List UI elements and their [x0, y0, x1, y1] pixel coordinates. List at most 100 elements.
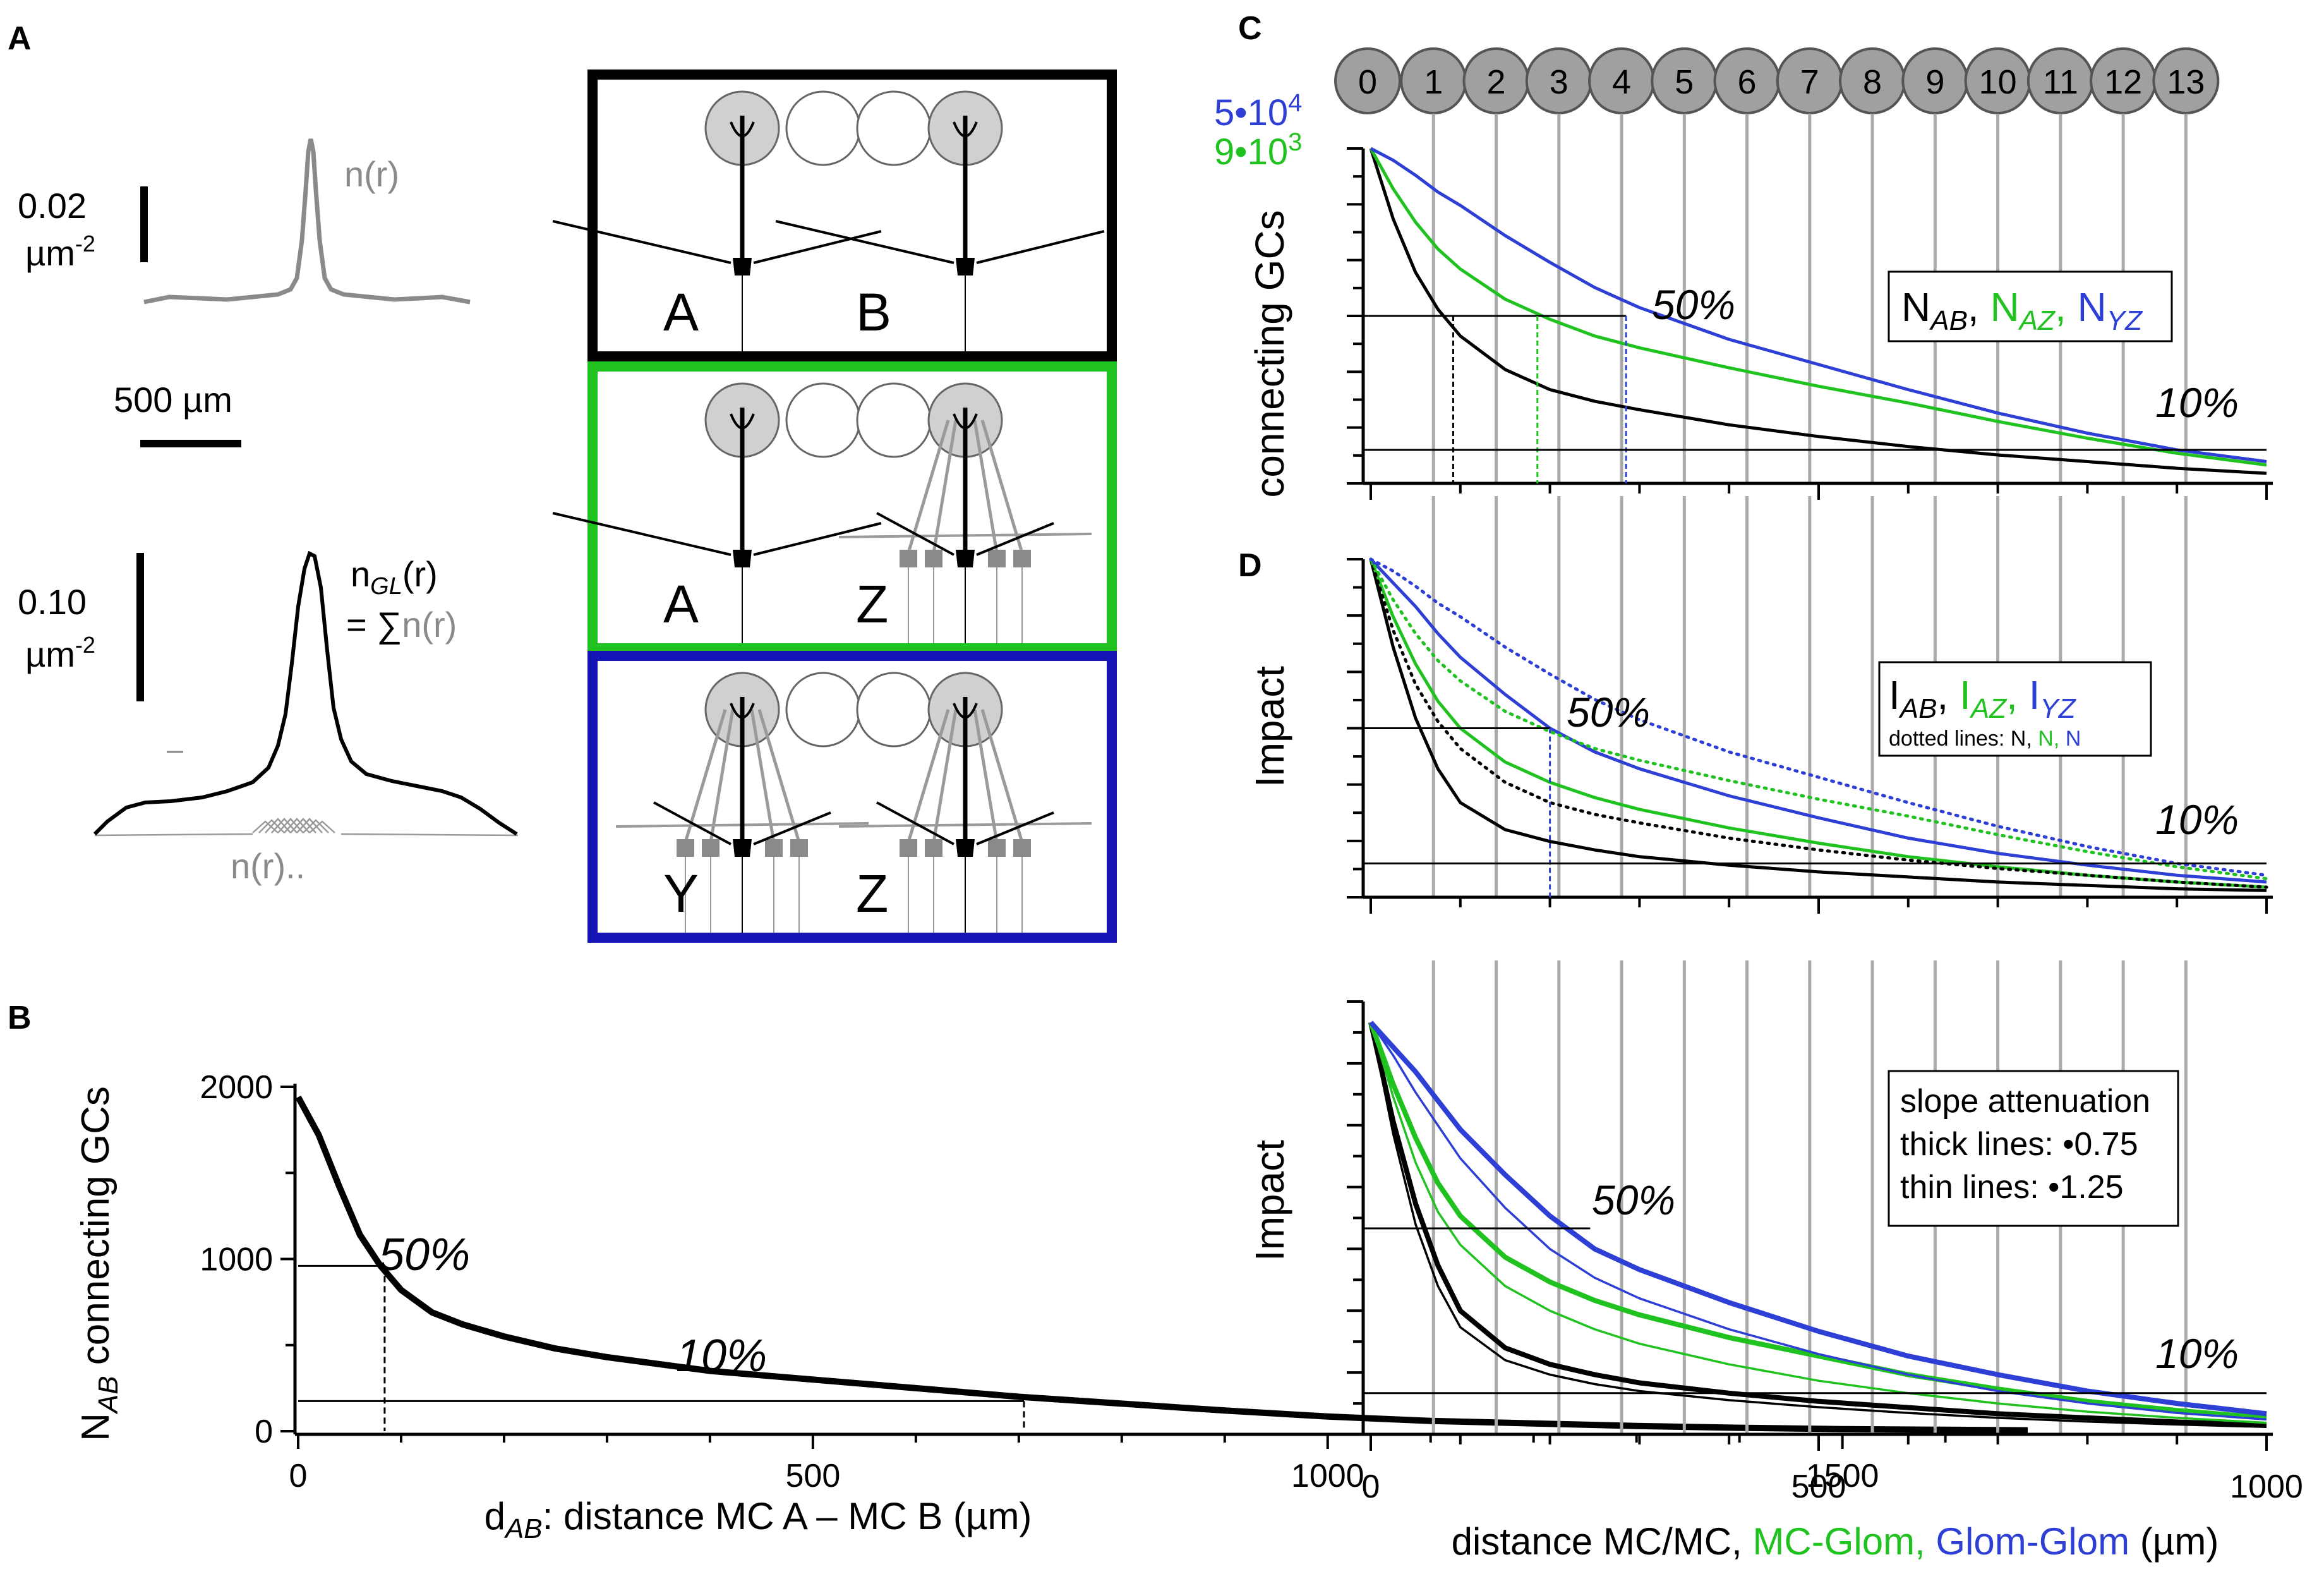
lateral-dendrite	[775, 220, 954, 264]
series-line-yz-thick	[1369, 1020, 2267, 1417]
mitral-soma	[956, 550, 975, 567]
legend-sub: YZ	[2040, 693, 2076, 724]
legend-sub: AZ	[2018, 305, 2056, 336]
glomerulus-index: 3	[1550, 63, 1568, 101]
x-tick-label: 500	[785, 1458, 840, 1494]
legend-line: thick lines: •0.75	[1900, 1126, 2138, 1163]
sister-dendrite	[932, 420, 958, 554]
legend-sep: ,	[1968, 284, 1990, 330]
top-scale-unit: µm-2	[25, 231, 95, 273]
legend-main: N	[1901, 284, 1930, 330]
lateral-dendrite	[552, 512, 732, 556]
legend-sep: ,	[1937, 672, 1960, 718]
ngl-sum: = ∑n(r)	[346, 605, 457, 645]
x-tick-label: 1000	[1291, 1458, 1364, 1494]
lateral-dendrite	[976, 522, 1054, 556]
sister-dendrite	[980, 420, 1024, 554]
legend-sep: ,	[2055, 284, 2078, 330]
x-tick-label: 1000	[2230, 1468, 2303, 1505]
sister-soma	[925, 550, 942, 567]
sister-soma	[765, 839, 783, 857]
legend-text: IAB, IAZ, IYZ	[1889, 672, 2077, 724]
sister-dendrite	[906, 420, 950, 554]
annotation-10: 10%	[2155, 379, 2239, 426]
series-line-i-yz	[1370, 558, 2267, 884]
glomerulus-index: 0	[1358, 63, 1377, 101]
series-line-az-thick	[1368, 1021, 2267, 1420]
sister-soma	[1013, 550, 1031, 567]
series-line-i-ab	[1369, 559, 2267, 892]
bottom-curve-label: n(r)..	[231, 846, 305, 886]
glomerulus-index: 8	[1863, 63, 1882, 101]
panel-label-b: B	[8, 1000, 32, 1036]
sister-dendrite	[683, 709, 727, 843]
x-tick-label: 0	[289, 1458, 308, 1494]
series-line-n-ab	[1369, 148, 2267, 475]
ylabel-sub: AB	[93, 1376, 124, 1415]
legend-line: thin lines: •1.25	[1900, 1169, 2124, 1206]
legend-note-item: N,	[2038, 727, 2065, 751]
sister-dendrite	[906, 709, 950, 843]
lateral-dendrite	[976, 230, 1105, 264]
glomerulus-circle	[2152, 47, 2220, 114]
series-line-az-thin	[1370, 1022, 2267, 1424]
annotation-50: 50%	[379, 1230, 470, 1280]
lateral-dendrite	[876, 512, 954, 556]
annotation-10: 10%	[676, 1331, 767, 1381]
legend-box	[1878, 661, 2152, 757]
legend-main: I	[1960, 672, 1971, 718]
sister-soma	[677, 839, 694, 857]
legend-main: N	[2078, 284, 2107, 330]
glomerulus-index: 10	[1979, 63, 2017, 101]
annotation-50: 50%	[1652, 281, 1735, 328]
sister-soma	[702, 839, 719, 857]
legend-sub: AZ	[1969, 693, 2008, 724]
scale-label: 5•104	[1214, 89, 1302, 133]
schematic-right-label: Z	[856, 864, 888, 923]
xlabel-part: distance MC/MC,	[1452, 1520, 1742, 1563]
sister-dendrite	[757, 709, 801, 843]
series-line-n-ab	[1369, 557, 2268, 889]
xlabel-rest: : distance MC A – MC B (µm)	[543, 1495, 1032, 1537]
mitral-soma	[956, 839, 975, 857]
sister-dendrite	[932, 709, 958, 843]
glomerulus-circle	[785, 672, 861, 748]
legend-note-item: N,	[2011, 727, 2038, 751]
scale-label: 9•103	[1214, 128, 1302, 173]
gray-single-profiles	[94, 818, 519, 837]
schematic-right-label: Z	[856, 574, 888, 634]
y-axis-label: Impact	[1247, 666, 1292, 787]
series-line-yz-thin	[1370, 1022, 2267, 1421]
legend-sub: AB	[1929, 305, 1968, 336]
sister-soma	[900, 839, 917, 857]
mitral-soma	[956, 258, 975, 275]
scale-label-base: 5•10	[1214, 92, 1288, 133]
legend-sep: ,	[2006, 672, 2029, 718]
x-axis-label: dAB: distance MC A – MC B (µm)	[485, 1495, 1032, 1544]
panel-a-profiles: 0.02 µm-2 n(r) 500 µm 0.10 µm-2 nGL(r) =…	[18, 138, 519, 886]
sister-dendrite	[973, 420, 999, 554]
sister-soma	[925, 839, 942, 857]
sister-dendrite	[709, 709, 735, 843]
y-tick-label: 1000	[200, 1242, 273, 1278]
scale-label-exp: 4	[1288, 89, 1302, 117]
panel-label-d: D	[1238, 547, 1262, 584]
bottom-scale-unit: µm-2	[25, 632, 95, 674]
top-profile-curve	[143, 138, 471, 305]
legend-text: NAB, NAZ, NYZ	[1901, 284, 2143, 336]
glomerulus-circle	[856, 672, 932, 748]
y-tick-label: 0	[255, 1413, 273, 1450]
legend-note-item: N	[2066, 727, 2081, 751]
series-line-ab-thin	[1370, 1022, 2267, 1429]
legend-box	[1887, 270, 2173, 342]
glomerulus-index: 1	[1424, 63, 1443, 101]
sister-dendrite	[980, 709, 1024, 843]
glomerulus-index: 11	[2043, 63, 2078, 101]
legend-main: N	[1990, 284, 2019, 330]
series-line-ab-thick	[1368, 1022, 2267, 1428]
panel-label-c: C	[1238, 10, 1262, 47]
schematic-left-label: A	[663, 574, 699, 634]
schematic-left-label: A	[663, 282, 699, 342]
